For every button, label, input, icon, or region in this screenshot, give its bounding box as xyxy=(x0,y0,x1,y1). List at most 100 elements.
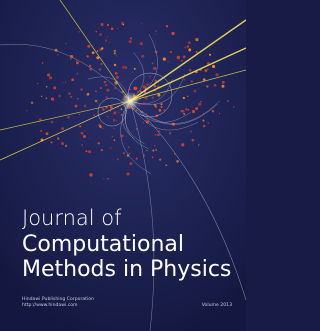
debris-dot xyxy=(46,86,47,87)
debris-dot xyxy=(86,55,88,57)
debris-dot xyxy=(122,66,125,69)
debris-dot xyxy=(159,159,161,161)
debris-dot xyxy=(61,142,64,145)
debris-dot xyxy=(141,23,142,24)
debris-dot xyxy=(76,61,79,64)
debris-dot xyxy=(117,158,119,160)
debris-dot xyxy=(50,141,52,143)
debris-dot xyxy=(140,42,143,45)
debris-dot xyxy=(170,51,172,53)
debris-dot xyxy=(132,72,133,73)
debris-dot xyxy=(130,37,132,39)
debris-dot xyxy=(47,74,50,77)
debris-dot xyxy=(138,104,140,106)
debris-dot xyxy=(191,80,193,82)
debris-dot xyxy=(112,136,113,137)
debris-dot xyxy=(114,64,116,66)
debris-dot xyxy=(155,134,157,136)
cover: Journal of Computational Methods in Phys… xyxy=(0,0,246,331)
debris-dot xyxy=(198,144,199,145)
debris-dot xyxy=(88,150,91,153)
debris-dot xyxy=(70,58,71,59)
debris-dot xyxy=(154,145,155,146)
debris-dot xyxy=(203,120,205,122)
debris-dot xyxy=(41,96,42,97)
debris-dot xyxy=(99,68,102,71)
debris-dot xyxy=(114,50,117,53)
debris-dot xyxy=(117,28,118,29)
debris-dot xyxy=(26,110,27,111)
title-line: Methods in Physics xyxy=(22,257,231,282)
debris-dot xyxy=(200,101,202,103)
debris-dot xyxy=(152,150,154,152)
debris-dot xyxy=(114,139,116,141)
debris-dot xyxy=(215,73,218,76)
debris-dot xyxy=(177,56,180,59)
debris-dot xyxy=(113,112,116,115)
debris-dot xyxy=(190,130,192,132)
debris-dot xyxy=(227,100,229,102)
debris-dot xyxy=(192,110,195,113)
debris-dot xyxy=(99,33,102,36)
debris-dot xyxy=(113,128,114,129)
collision-glow xyxy=(121,92,139,110)
debris-dot xyxy=(157,94,160,97)
debris-dot xyxy=(81,144,83,146)
debris-dot xyxy=(37,83,38,84)
debris-dot xyxy=(181,143,184,146)
debris-dot xyxy=(222,81,225,84)
debris-dot xyxy=(160,106,162,108)
debris-dot xyxy=(106,89,109,92)
debris-dot xyxy=(149,76,151,78)
debris-dot xyxy=(168,61,169,62)
debris-dot xyxy=(155,106,157,108)
debris-dot xyxy=(123,152,125,154)
debris-dot xyxy=(87,93,90,96)
debris-dot xyxy=(141,55,144,58)
debris-dot xyxy=(180,110,182,112)
debris-dot xyxy=(116,55,117,56)
debris-dot xyxy=(101,149,103,151)
debris-dot xyxy=(107,116,108,117)
debris-dot xyxy=(198,103,201,106)
debris-dot xyxy=(110,110,111,111)
debris-dot xyxy=(212,110,214,112)
publisher: Hindawi Publishing Corporation xyxy=(22,296,94,302)
debris-dot xyxy=(77,98,78,99)
debris-dot xyxy=(85,150,87,152)
debris-dot xyxy=(57,137,60,140)
debris-dot xyxy=(110,106,113,109)
debris-dot xyxy=(97,50,98,51)
debris-dot xyxy=(42,62,44,64)
debris-dot xyxy=(100,63,102,65)
debris-dot xyxy=(57,54,58,55)
debris-dot xyxy=(49,76,52,79)
debris-dot xyxy=(76,60,77,61)
debris-dot xyxy=(155,149,157,151)
debris-dot xyxy=(189,69,192,72)
debris-dot xyxy=(121,81,122,82)
debris-dot xyxy=(98,142,100,144)
debris-dot xyxy=(104,81,106,83)
debris-dot xyxy=(87,45,90,48)
debris-dot xyxy=(98,103,99,104)
debris-dot xyxy=(123,24,125,26)
debris-dot xyxy=(81,132,84,135)
debris-dot xyxy=(129,153,131,155)
debris-dot xyxy=(204,69,207,72)
debris-dot xyxy=(181,60,183,62)
debris-dot xyxy=(192,139,195,142)
debris-dot xyxy=(99,125,102,128)
debris-dot xyxy=(89,173,92,176)
debris-dot xyxy=(114,52,116,54)
debris-dot xyxy=(129,40,132,43)
debris-dot xyxy=(83,135,86,138)
debris-dot xyxy=(101,23,104,26)
debris-dot xyxy=(157,134,160,137)
debris-dot xyxy=(45,97,47,99)
url: http://www.hindawi.com xyxy=(22,302,78,308)
debris-dot xyxy=(84,105,87,108)
debris-dot xyxy=(95,90,97,92)
debris-dot xyxy=(158,109,161,112)
debris-dot xyxy=(207,68,208,69)
